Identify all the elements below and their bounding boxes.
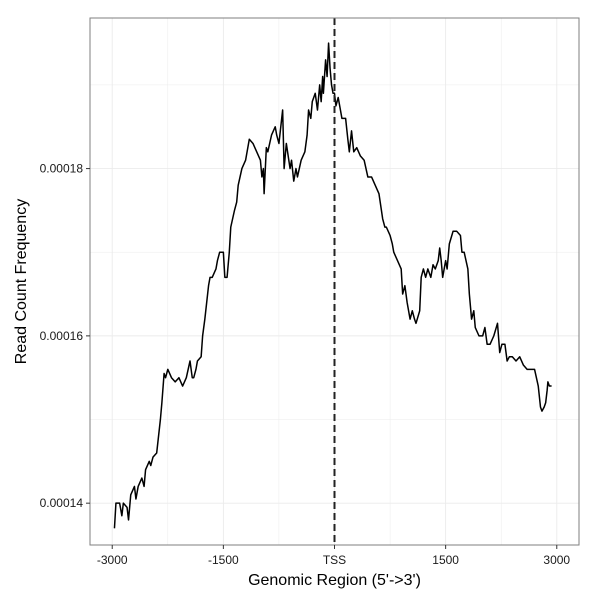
x-axis-title: Genomic Region (5'->3') — [248, 572, 421, 589]
x-tick-label: TSS — [323, 553, 346, 567]
series-line-0 — [113, 42, 552, 529]
x-tick-label: 1500 — [432, 553, 459, 567]
y-tick-label: 0.00018 — [40, 162, 84, 176]
x-axis-ticks: -3000 -1500 TSS 1500 3000 — [97, 545, 570, 567]
data-layer — [113, 42, 552, 529]
y-axis-title: Read Count Frequency — [13, 199, 30, 364]
y-tick-label: 0.00016 — [40, 329, 84, 343]
x-tick-label: -3000 — [97, 553, 128, 567]
x-tick-label: 3000 — [543, 553, 570, 567]
x-tick-label: -1500 — [208, 553, 239, 567]
y-tick-label: 0.00014 — [40, 496, 84, 510]
y-axis-ticks: 0.00014 0.00016 0.00018 — [40, 162, 90, 510]
